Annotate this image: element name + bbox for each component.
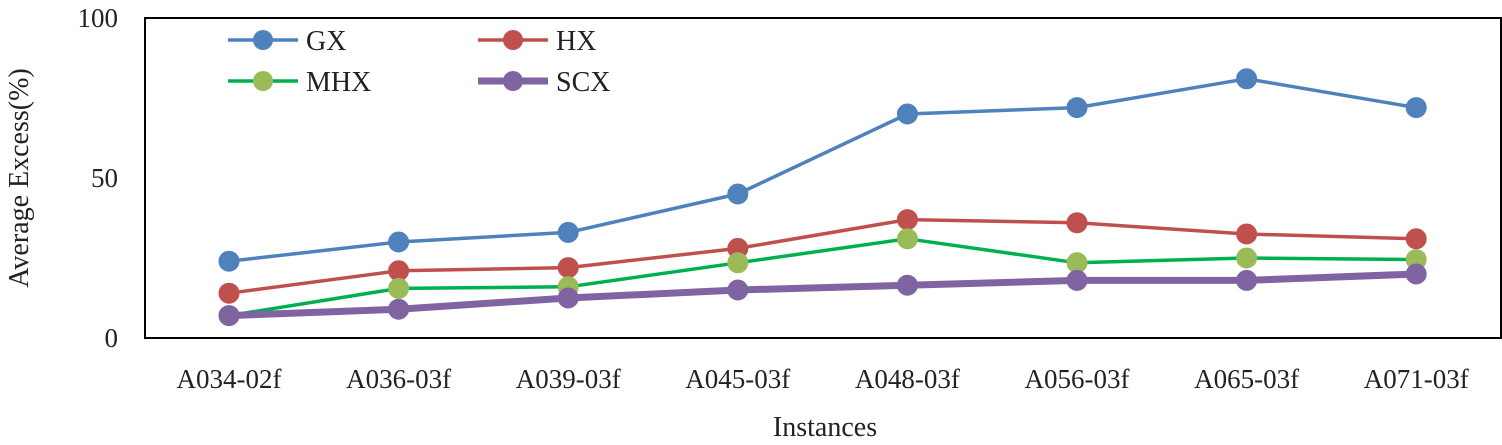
legend-item-gx: GX (228, 26, 346, 57)
legend-item-mhx: MHX (228, 67, 371, 98)
data-point-gx (557, 221, 579, 243)
data-point-gx (1405, 97, 1427, 119)
data-point-mhx (1066, 252, 1088, 274)
legend-item-scx: SCX (478, 67, 610, 98)
legend-label: MHX (306, 67, 371, 98)
y-tick-label: 50 (91, 163, 118, 193)
y-axis-title: Average Excess(%) (4, 68, 35, 287)
legend-label: SCX (556, 67, 610, 98)
data-point-gx (1066, 97, 1088, 119)
data-point-scx (388, 298, 410, 320)
x-tick-label: A071-03f (1364, 364, 1469, 394)
data-point-gx (218, 250, 240, 272)
x-tick-label: A039-03f (516, 364, 621, 394)
data-point-gx (896, 103, 918, 125)
x-tick-label: A056-03f (1025, 364, 1130, 394)
data-point-hx (1236, 223, 1258, 245)
data-point-hx (1066, 212, 1088, 234)
data-point-gx (727, 183, 749, 205)
data-point-scx (727, 279, 749, 301)
series-layer (218, 68, 1427, 327)
x-tick-label: A048-03f (855, 364, 960, 394)
y-tick-label: 0 (105, 323, 119, 353)
legend-item-hx: HX (478, 26, 596, 57)
data-point-hx (896, 209, 918, 231)
data-point-scx (218, 305, 240, 327)
series-scx (218, 263, 1427, 327)
data-point-hx (218, 282, 240, 304)
legend-marker (503, 30, 523, 50)
data-point-scx (896, 274, 918, 296)
series-hx (218, 209, 1427, 304)
data-point-mhx (1236, 247, 1258, 269)
plot-area (144, 17, 1502, 339)
legend-marker (253, 71, 273, 91)
data-point-hx (388, 260, 410, 282)
data-point-scx (1405, 263, 1427, 285)
data-point-gx (388, 231, 410, 253)
x-axis-tick-labels: A034-02f A036-03f A039-03f A045-03f A048-03f… (177, 364, 1469, 394)
data-point-mhx (727, 252, 749, 274)
x-tick-label: A036-03f (346, 364, 451, 394)
data-point-hx (1405, 228, 1427, 250)
data-point-mhx (388, 277, 410, 299)
data-point-scx (1066, 269, 1088, 291)
data-point-gx (1236, 68, 1258, 90)
x-tick-label: A034-02f (177, 364, 282, 394)
y-axis-tick-labels: 0 50 100 (78, 3, 119, 353)
data-point-mhx (896, 228, 918, 250)
x-axis-title: Instances (773, 412, 877, 443)
series-gx (218, 68, 1427, 272)
legend-label: HX (556, 26, 596, 57)
data-point-scx (1236, 269, 1258, 291)
x-tick-label: A065-03f (1194, 364, 1299, 394)
data-point-hx (557, 257, 579, 279)
legend-label: GX (306, 26, 346, 57)
series-line-gx (228, 77, 1417, 263)
series-line-mhx (228, 237, 1417, 318)
y-tick-label: 100 (78, 3, 119, 33)
data-point-scx (557, 287, 579, 309)
legend-marker (253, 30, 273, 50)
series-line-scx (228, 270, 1417, 320)
series-line-hx (228, 217, 1417, 295)
x-tick-label: A045-03f (685, 364, 790, 394)
legend: GX HX MHX SCX (228, 26, 610, 98)
legend-marker (503, 71, 523, 91)
